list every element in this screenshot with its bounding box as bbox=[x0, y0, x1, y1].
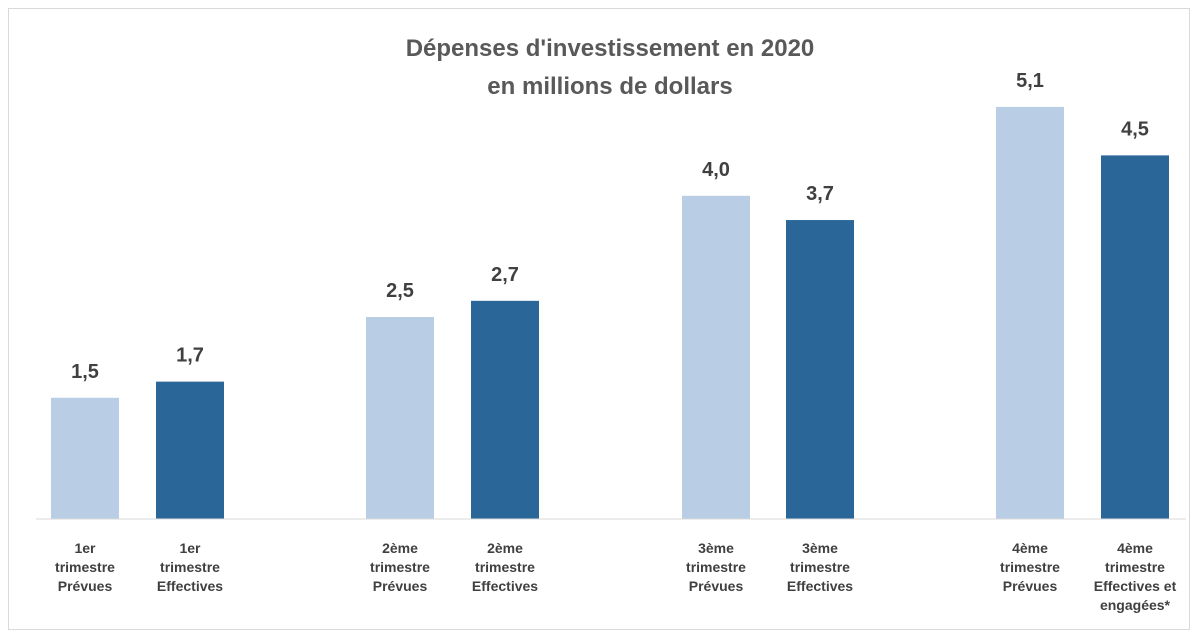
category-label-8: 4ème trimestre Effectives et engagées* bbox=[1094, 540, 1177, 613]
bar-8 bbox=[1101, 155, 1169, 519]
category-label-line: trimestre bbox=[475, 559, 535, 575]
category-label-line: trimestre bbox=[1000, 559, 1060, 575]
category-label-line: trimestre bbox=[370, 559, 430, 575]
value-label-4: 2,7 bbox=[491, 264, 519, 286]
category-label-1: 1er trimestre Prévues bbox=[55, 540, 115, 594]
category-label-2: 1er trimestre Effectives bbox=[157, 540, 223, 594]
category-label-line: 4ème bbox=[1012, 540, 1048, 556]
value-label-5: 4,0 bbox=[702, 159, 730, 181]
category-labels-group: 1er trimestre Prévues 1er trimestre Effective… bbox=[55, 540, 1177, 613]
value-labels-group: 1,5 1,7 2,5 2,7 4,0 3,7 5,1 4,5 bbox=[71, 70, 1149, 383]
category-label-line: engagées* bbox=[1100, 597, 1171, 613]
bar-3 bbox=[366, 317, 434, 519]
chart-title: Dépenses d'investissement en 2020 en mil… bbox=[0, 30, 1198, 106]
category-label-line: 1er bbox=[179, 540, 201, 556]
value-label-3: 2,5 bbox=[386, 280, 414, 302]
value-label-8: 4,5 bbox=[1121, 118, 1149, 140]
category-label-line: trimestre bbox=[1105, 559, 1165, 575]
bar-1 bbox=[51, 397, 119, 519]
category-label-line: 2ème bbox=[382, 540, 418, 556]
category-label-line: 3ème bbox=[698, 540, 734, 556]
value-label-7: 5,1 bbox=[1016, 70, 1044, 92]
bar-6 bbox=[786, 220, 854, 520]
category-label-line: 3ème bbox=[802, 540, 838, 556]
category-label-6: 3ème trimestre Effectives bbox=[787, 540, 853, 594]
bar-7 bbox=[996, 106, 1064, 520]
category-label-line: trimestre bbox=[686, 559, 746, 575]
category-label-line: Effectives et bbox=[1094, 578, 1177, 594]
category-label-line: Prévues bbox=[373, 578, 428, 594]
value-label-2: 1,7 bbox=[176, 345, 204, 367]
category-label-line: trimestre bbox=[790, 559, 850, 575]
category-label-line: Prévues bbox=[1003, 578, 1058, 594]
category-label-4: 2ème trimestre Effectives bbox=[472, 540, 538, 594]
category-label-line: trimestre bbox=[55, 559, 115, 575]
category-label-line: Effectives bbox=[157, 578, 223, 594]
category-label-line: 2ème bbox=[487, 540, 523, 556]
chart-title-line-2: en millions de dollars bbox=[487, 73, 733, 100]
chart-title-line-1: Dépenses d'investissement en 2020 bbox=[405, 35, 815, 62]
category-label-line: Effectives bbox=[787, 578, 853, 594]
category-label-line: Prévues bbox=[58, 578, 113, 594]
bar-2 bbox=[156, 381, 224, 519]
chart-frame bbox=[8, 8, 1190, 630]
category-label-line: Prévues bbox=[689, 578, 744, 594]
category-label-line: trimestre bbox=[160, 559, 220, 575]
category-label-line: Effectives bbox=[472, 578, 538, 594]
value-label-1: 1,5 bbox=[71, 361, 99, 383]
value-label-6: 3,7 bbox=[806, 183, 834, 205]
category-label-line: 1er bbox=[74, 540, 96, 556]
category-label-3: 2ème trimestre Prévues bbox=[370, 540, 430, 594]
category-label-7: 4ème trimestre Prévues bbox=[1000, 540, 1060, 594]
category-label-line: 4ème bbox=[1117, 540, 1153, 556]
bar-5 bbox=[682, 195, 750, 520]
category-label-5: 3ème trimestre Prévues bbox=[686, 540, 746, 594]
bar-4 bbox=[471, 300, 539, 519]
bars-group bbox=[51, 106, 1169, 520]
